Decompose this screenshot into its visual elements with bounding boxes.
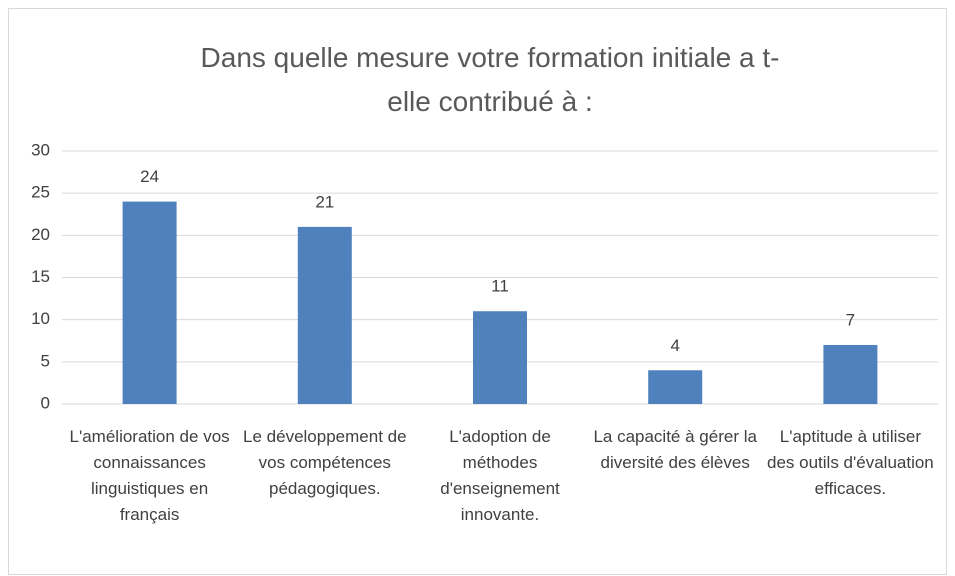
bar — [648, 370, 703, 404]
bar — [473, 311, 527, 404]
y-tick-label: 5 — [41, 351, 50, 370]
bar — [122, 201, 177, 404]
data-label: 7 — [846, 310, 855, 329]
y-tick-label: 20 — [31, 225, 50, 244]
data-label: 21 — [315, 192, 334, 211]
data-label: 24 — [140, 167, 159, 186]
y-tick-label: 0 — [41, 393, 50, 412]
bar — [297, 226, 352, 404]
x-tick-label: L'aptitude à utiliser des outils d'évalu… — [767, 427, 934, 498]
x-tick-label: L'adoption de méthodes d'enseignement in… — [440, 427, 560, 524]
y-tick-label: 30 — [31, 140, 50, 159]
y-tick-label: 10 — [31, 309, 50, 328]
y-tick-label: 25 — [31, 183, 50, 202]
data-label: 11 — [491, 277, 509, 296]
x-tick-label: L'amélioration de vos connaissances ling… — [69, 427, 230, 524]
y-tick-label: 15 — [31, 267, 50, 286]
data-label: 4 — [670, 336, 679, 355]
x-tick-label: La capacité à gérer la diversité des élè… — [593, 427, 757, 472]
bar — [823, 344, 878, 404]
chart-title: Dans quelle mesure votre formation initi… — [200, 42, 780, 117]
x-tick-label: Le développement de vos compétences péda… — [243, 427, 407, 498]
